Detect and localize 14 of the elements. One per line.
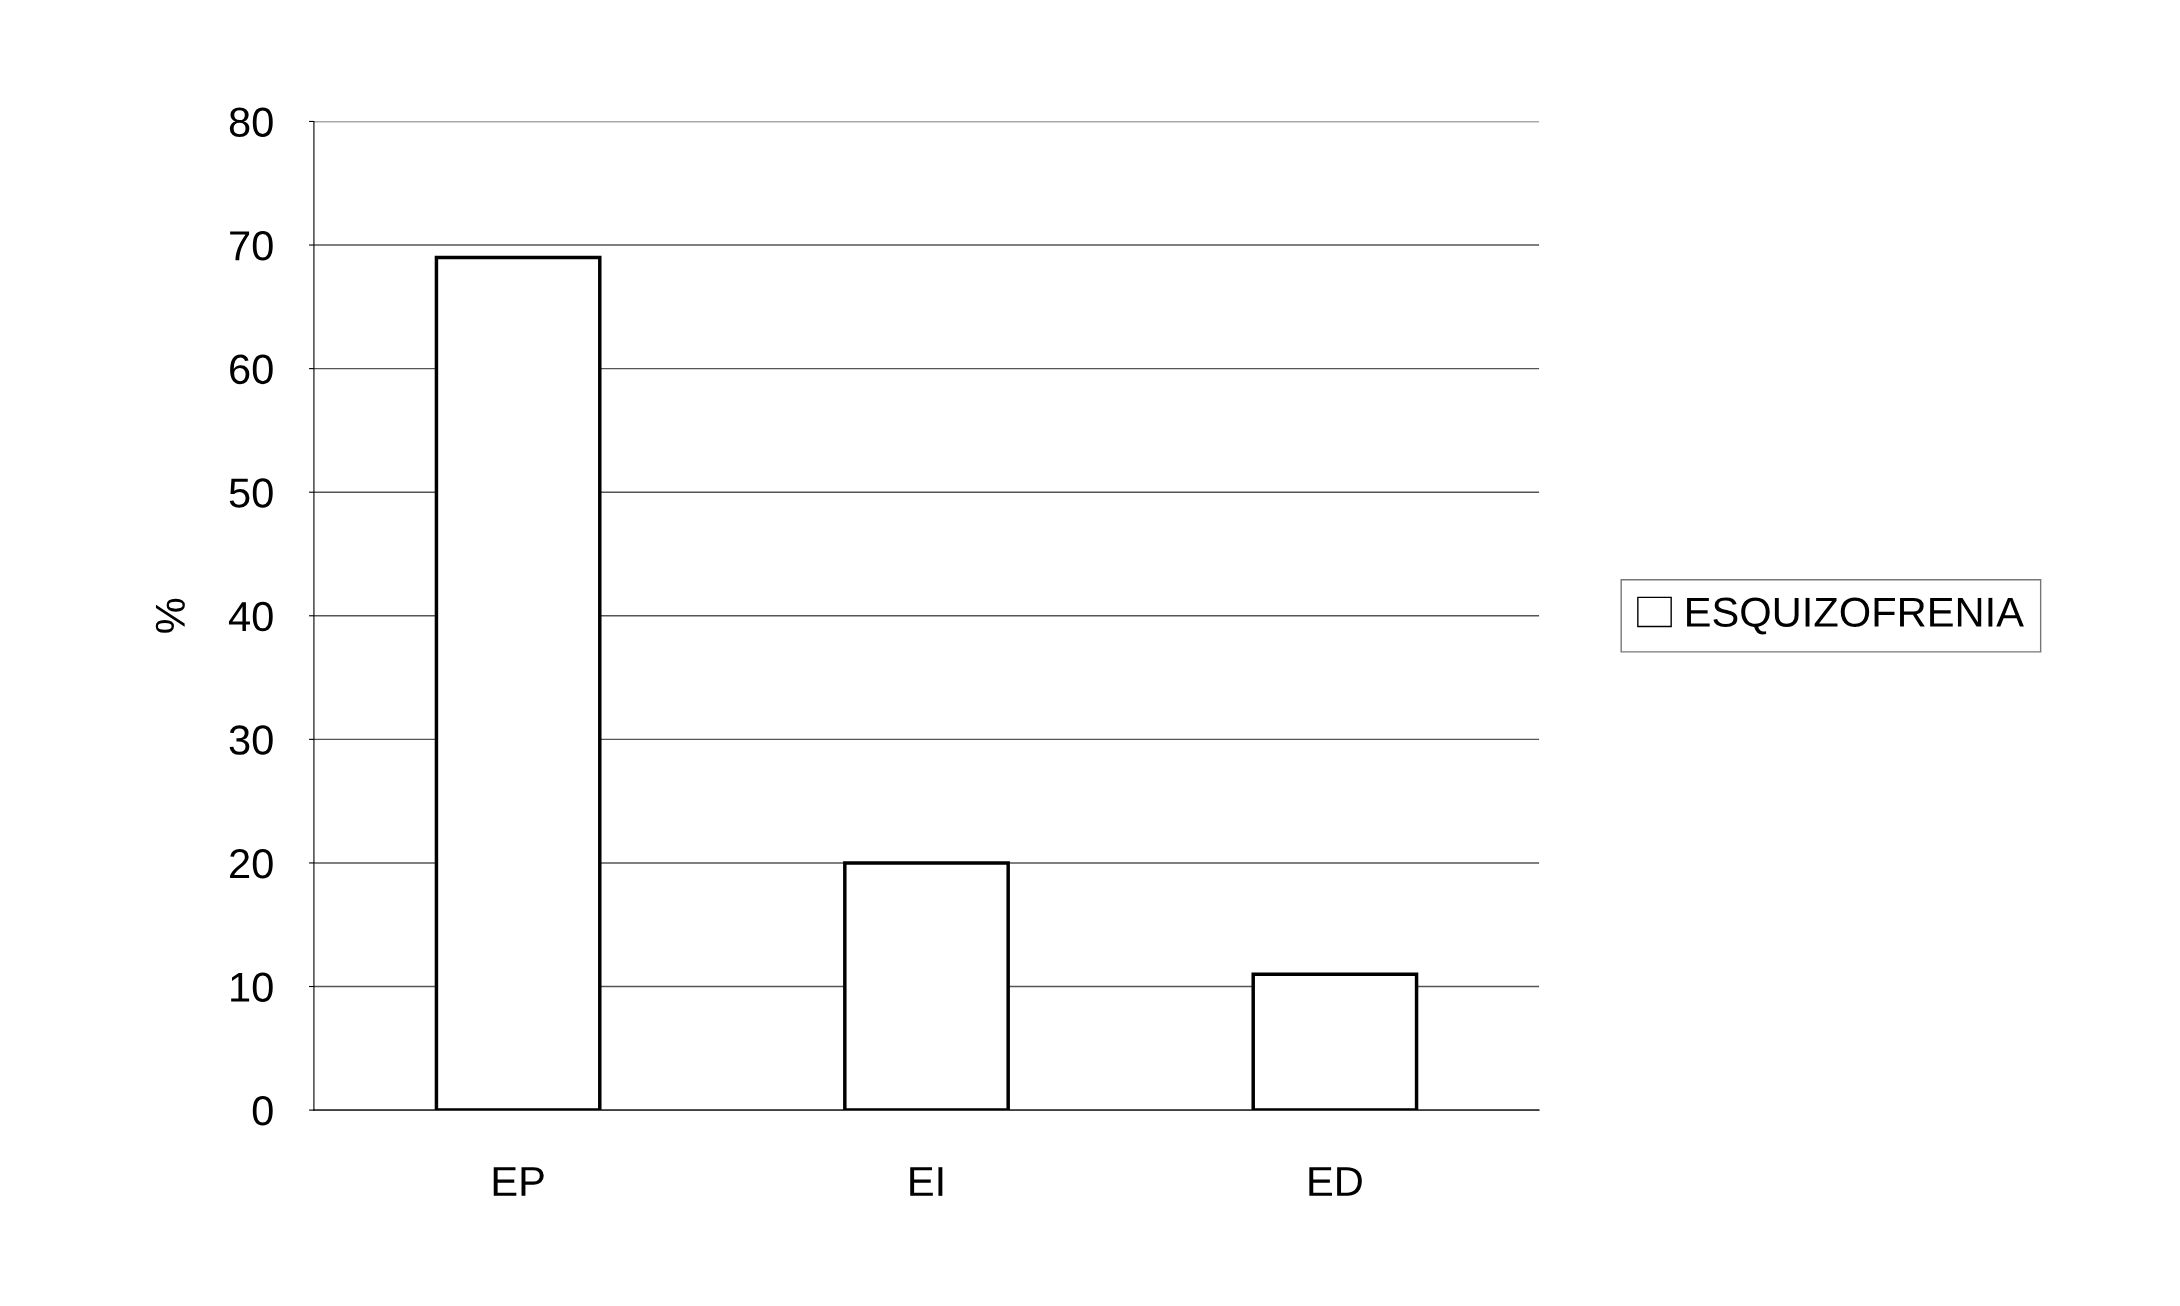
y-tick-label: 20 xyxy=(230,848,273,879)
x-tick-label: EP xyxy=(493,1167,544,1196)
y-tick-label: 70 xyxy=(230,231,273,261)
y-tick-label: 30 xyxy=(229,725,273,755)
legend-label: ESQUIZOFRENIA xyxy=(1687,597,2024,635)
y-tick-label: 10 xyxy=(231,972,273,1003)
y-tick-label: 40 xyxy=(228,601,273,632)
y-tick-label: 60 xyxy=(230,354,273,385)
y-axis-title: % xyxy=(155,598,185,633)
x-tick-label: EI xyxy=(910,1167,943,1196)
y-tick-label: 50 xyxy=(229,478,273,508)
y-tick-label: 80 xyxy=(229,107,273,137)
x-tick-label: ED xyxy=(1309,1167,1362,1196)
y-tick-label: 0 xyxy=(252,1096,273,1126)
